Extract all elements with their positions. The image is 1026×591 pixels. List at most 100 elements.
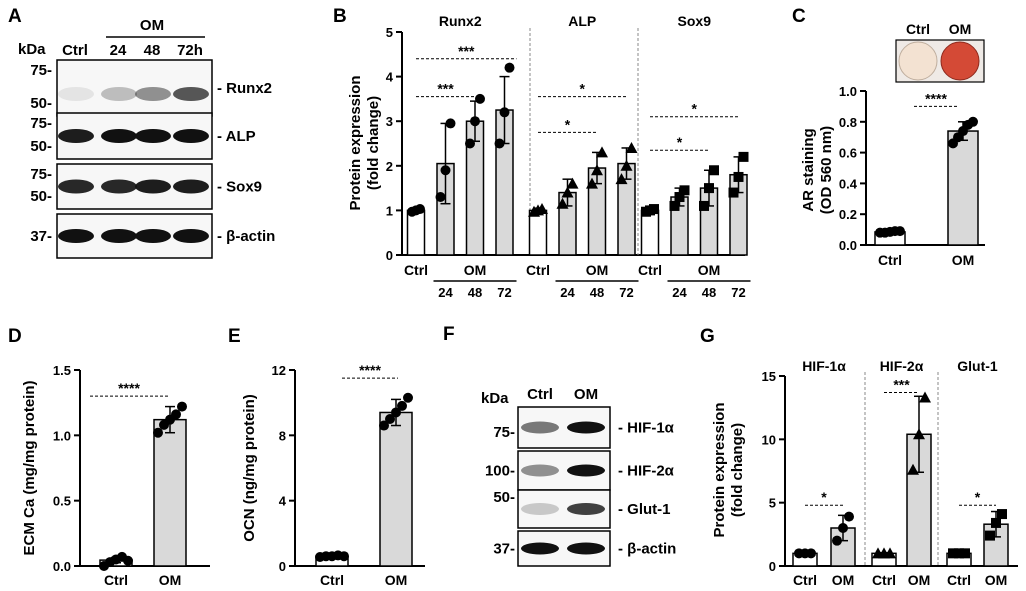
panel-f-band bbox=[567, 503, 605, 515]
panel-c-image-om-label: OM bbox=[949, 21, 972, 37]
panel-a-kda-marker: 37- bbox=[30, 228, 52, 245]
panel-d-bar bbox=[153, 418, 187, 567]
panel-b-data-point bbox=[625, 141, 638, 153]
panel-b-data-point bbox=[649, 204, 659, 215]
panel-f-band bbox=[521, 542, 559, 555]
panel-b-data-point bbox=[440, 165, 451, 176]
panel-d-data-point bbox=[153, 427, 163, 438]
panel-e-label: E bbox=[228, 326, 241, 347]
panel-b-data-point bbox=[435, 192, 446, 203]
panel-g-x-label: OM bbox=[832, 572, 855, 588]
panel-a-kda-marker: 75- bbox=[30, 115, 52, 132]
panel-b-data-point bbox=[470, 116, 480, 127]
panel-c-y-tick-label: 0.0 bbox=[839, 238, 857, 253]
panel-g-x-label: Ctrl bbox=[947, 572, 971, 588]
panel-b-data-point bbox=[728, 187, 739, 198]
panel-f-kda-marker: 37- bbox=[493, 541, 515, 558]
panel-b-y-label-line: (fold change) bbox=[365, 96, 382, 190]
panel-e-y-tick-label: 0 bbox=[279, 559, 286, 574]
panel-a-band bbox=[173, 129, 209, 143]
panel-a-label: A bbox=[8, 6, 22, 27]
panel-a-om-label: OM bbox=[140, 17, 164, 34]
panel-g-data-point bbox=[997, 509, 1007, 520]
panel-b-significance-label: * bbox=[580, 81, 586, 97]
panel-b-data-point bbox=[536, 203, 548, 215]
panel-b-significance-label: *** bbox=[437, 81, 454, 97]
panel-c-bar bbox=[947, 130, 979, 246]
panel-b-time-label: 24 bbox=[560, 285, 575, 300]
panel-a-band bbox=[135, 179, 171, 194]
panel-e-x-label: OM bbox=[385, 572, 408, 588]
panel-a-lane-label: 48 bbox=[144, 42, 161, 59]
panel-c-y-label-line: (OD 560 nm) bbox=[818, 126, 835, 214]
panel-e-data-point bbox=[403, 392, 413, 403]
panel-d-y-tick-label: 1.0 bbox=[53, 428, 71, 443]
panel-g-data-point bbox=[838, 523, 848, 533]
panel-f-label: F bbox=[443, 324, 455, 345]
panel-b-data-point bbox=[704, 183, 714, 194]
panel-g-y-tick-label: 10 bbox=[762, 432, 776, 447]
panel-b-data-point bbox=[499, 107, 510, 118]
panel-a-band bbox=[173, 179, 209, 194]
panel-b-y-label-line: Protein expression bbox=[347, 75, 364, 210]
panel-f-lane-label: Ctrl bbox=[527, 386, 553, 403]
panel-e-bar bbox=[379, 411, 413, 567]
panel-a-band bbox=[173, 87, 209, 101]
panel-f-kda-marker: 75- bbox=[493, 424, 515, 441]
panel-a-kda-marker: 50- bbox=[30, 188, 52, 205]
panel-g-significance-label: *** bbox=[893, 376, 910, 392]
panel-b-time-label: 72 bbox=[731, 285, 745, 300]
panel-a-kda-marker: 50- bbox=[30, 95, 52, 112]
panel-g-data-point bbox=[884, 547, 896, 559]
panel-a-kda-marker: 50- bbox=[30, 138, 52, 155]
panel-c-label: C bbox=[792, 6, 806, 27]
panel-g-x-label: Ctrl bbox=[872, 572, 896, 588]
panel-b-data-point bbox=[679, 185, 690, 196]
panel-e-data-point bbox=[385, 414, 395, 424]
panel-c-y-tick-label: 1.0 bbox=[839, 84, 857, 99]
panel-d-y-tick-label: 0.5 bbox=[53, 494, 71, 509]
panel-g-data-point bbox=[806, 548, 816, 559]
panel-a-blot-name: - Runx2 bbox=[217, 80, 272, 97]
panel-g-group-title: HIF-2α bbox=[880, 358, 924, 374]
panel-b-data-point bbox=[475, 93, 485, 104]
panel-a-band bbox=[101, 179, 137, 194]
panel-e-data-point bbox=[397, 400, 407, 411]
panel-e-data-point bbox=[379, 420, 389, 431]
panel-g-significance-label: * bbox=[821, 489, 827, 505]
panel-e-significance-label: **** bbox=[359, 362, 381, 378]
panel-d-x-label: OM bbox=[159, 572, 182, 588]
panel-c-x-label: Ctrl bbox=[878, 252, 902, 268]
panel-a-band bbox=[58, 87, 94, 101]
panel-b-group-title: ALP bbox=[568, 13, 596, 29]
panel-b-time-label: 24 bbox=[672, 285, 687, 300]
panel-g-data-point bbox=[985, 530, 995, 541]
panel-g-y-label-line: (fold change) bbox=[729, 423, 746, 517]
panel-b-bar bbox=[640, 209, 660, 256]
panel-c-dish-ctrl bbox=[898, 41, 938, 81]
panel-g-significance-label: * bbox=[975, 489, 981, 505]
panel-b: B 0 1 2 3 4 5 Protein expression(fold change) Ru… bbox=[333, 6, 751, 300]
panel-d-x-label: Ctrl bbox=[104, 572, 128, 588]
panel-c-x-label: OM bbox=[952, 252, 975, 268]
panel-a-kda: kDa bbox=[18, 41, 46, 58]
panel-c-y-tick-label: 0.4 bbox=[839, 176, 858, 191]
panel-g-data-point bbox=[991, 517, 1001, 528]
panel-a-lane-label: 72h bbox=[177, 42, 203, 59]
panel-d-data-point bbox=[171, 409, 181, 420]
panel-g-group-title: HIF-1α bbox=[802, 358, 846, 374]
panel-a-band bbox=[173, 229, 209, 243]
panel-e-data-point bbox=[339, 551, 349, 562]
panel-b-time-label: 72 bbox=[619, 285, 633, 300]
panel-g-y-tick-label: 15 bbox=[762, 369, 776, 384]
panel-b-data-point bbox=[494, 138, 505, 149]
panel-b-significance-label: * bbox=[565, 116, 571, 132]
panel-e: E 0 4 8 12 OCN (ng/mg protein) Ctrl OM **** bbox=[228, 326, 425, 588]
panel-b-data-point bbox=[733, 171, 744, 182]
panel-b-data-point bbox=[620, 159, 633, 171]
panel-g-y-tick-label: 0 bbox=[769, 559, 776, 574]
panel-b-significance-label: * bbox=[692, 101, 698, 117]
panel-b-data-point bbox=[504, 62, 515, 73]
panel-a-band bbox=[135, 129, 171, 143]
